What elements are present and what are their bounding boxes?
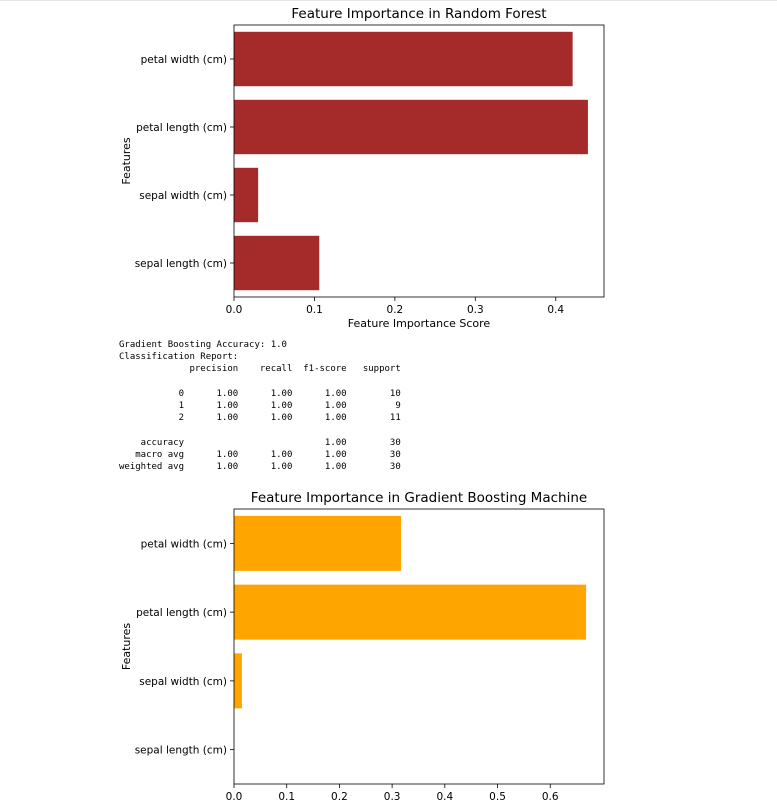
x-axis-label: Feature Importance Score bbox=[348, 317, 491, 330]
y-tick-label: sepal length (cm) bbox=[135, 258, 227, 270]
output-divider bbox=[0, 0, 777, 1]
y-tick-label: sepal width (cm) bbox=[139, 190, 227, 202]
x-tick-label: 0.2 bbox=[331, 791, 348, 800]
x-tick-label: 0.6 bbox=[542, 791, 559, 800]
bar-sepal-length-cm bbox=[234, 235, 320, 291]
x-tick-label: 0.0 bbox=[226, 304, 243, 316]
chart-title: Feature Importance in Random Forest bbox=[291, 6, 546, 22]
bar-petal-width-cm bbox=[234, 31, 573, 87]
y-axis-label: Features bbox=[120, 137, 133, 185]
y-axis-label: Features bbox=[120, 623, 133, 671]
bar-sepal-width-cm bbox=[234, 653, 242, 709]
y-tick-label: petal length (cm) bbox=[136, 122, 227, 134]
y-tick-label: petal width (cm) bbox=[141, 54, 227, 66]
y-tick-label: sepal width (cm) bbox=[139, 676, 227, 688]
x-tick-label: 0.2 bbox=[387, 304, 404, 316]
x-tick-label: 0.5 bbox=[489, 791, 506, 800]
bar-petal-length-cm bbox=[234, 99, 588, 155]
classification-report: Gradient Boosting Accuracy: 1.0 Classifi… bbox=[119, 340, 401, 473]
bar-petal-length-cm bbox=[234, 584, 587, 640]
plot-frame bbox=[233, 24, 605, 298]
x-tick-label: 0.1 bbox=[306, 304, 323, 316]
x-tick-label: 0.3 bbox=[467, 304, 484, 316]
y-tick-label: sepal length (cm) bbox=[135, 745, 227, 757]
x-tick-label: 0.4 bbox=[436, 791, 453, 800]
chart-title: Feature Importance in Gradient Boosting … bbox=[251, 490, 587, 506]
x-tick-label: 0.4 bbox=[547, 304, 564, 316]
plot-frame bbox=[233, 508, 605, 785]
bar-sepal-width-cm bbox=[234, 167, 259, 223]
y-tick-label: petal length (cm) bbox=[136, 607, 227, 619]
random-forest-chart: Feature Importance in Random Forest sepal… bbox=[120, 6, 605, 330]
bar-petal-width-cm bbox=[234, 515, 402, 571]
y-tick-label: petal width (cm) bbox=[141, 538, 227, 550]
x-tick-label: 0.1 bbox=[278, 791, 295, 800]
x-tick-label: 0.3 bbox=[384, 791, 401, 800]
x-tick-label: 0.0 bbox=[226, 791, 243, 800]
